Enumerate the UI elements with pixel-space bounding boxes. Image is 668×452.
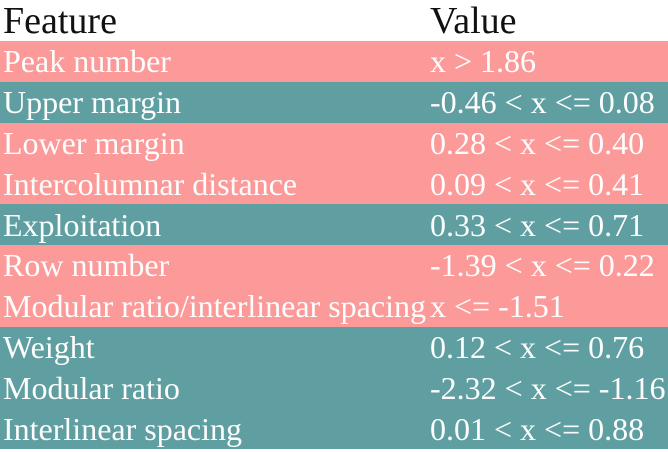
value-cell: -0.46 < x <= 0.08 [430, 84, 655, 121]
table-row: Upper margin -0.46 < x <= 0.08 [0, 81, 668, 123]
value-cell: 0.28 < x <= 0.40 [430, 124, 645, 161]
feature-cell: Weight [3, 328, 95, 365]
feature-cell: Intercolumnar distance [3, 165, 298, 202]
value-cell: -1.39 < x <= 0.22 [430, 247, 655, 284]
feature-cell: Peak number [3, 43, 171, 80]
table-header-row: Feature Value [0, 0, 668, 41]
value-cell: x > 1.86 [430, 43, 537, 80]
feature-cell: Upper margin [3, 84, 182, 121]
feature-cell: Row number [3, 247, 170, 284]
table-row: Row number -1.39 < x <= 0.22 [0, 244, 668, 286]
value-cell: 0.12 < x <= 0.76 [430, 328, 645, 365]
feature-cell: Modular ratio [3, 369, 180, 406]
value-cell: x <= -1.51 [430, 288, 565, 325]
table-row: Exploitation 0.33 < x <= 0.71 [0, 204, 668, 245]
table-row: Intercolumnar distance 0.09 < x <= 0.41 [0, 163, 668, 205]
feature-cell: Interlinear spacing [3, 410, 242, 447]
value-cell: 0.01 < x <= 0.88 [430, 410, 645, 447]
table-row: Peak number x > 1.86 [0, 41, 668, 82]
value-cell: 0.09 < x <= 0.41 [430, 165, 645, 202]
feature-cell: Exploitation [3, 206, 162, 243]
table-row: Modular ratio/interlinear spacing x <= -1… [0, 285, 668, 327]
table-row: Weight 0.12 < x <= 0.76 [0, 326, 668, 368]
feature-cell: Lower margin [3, 124, 185, 161]
table-body: Peak number x > 1.86 Upper margin -0.46 < x… [0, 41, 668, 449]
feature-cell: Modular ratio/interlinear spacing [3, 288, 426, 325]
table-row: Interlinear spacing 0.01 < x <= 0.88 [0, 408, 668, 449]
column-header-feature: Feature [3, 0, 117, 42]
value-cell: 0.33 < x <= 0.71 [430, 206, 645, 243]
table-row: Modular ratio -2.32 < x <= -1.16 [0, 367, 668, 409]
table-row: Lower margin 0.28 < x <= 0.40 [0, 122, 668, 164]
column-header-value: Value [430, 0, 517, 42]
value-cell: -2.32 < x <= -1.16 [430, 369, 666, 406]
